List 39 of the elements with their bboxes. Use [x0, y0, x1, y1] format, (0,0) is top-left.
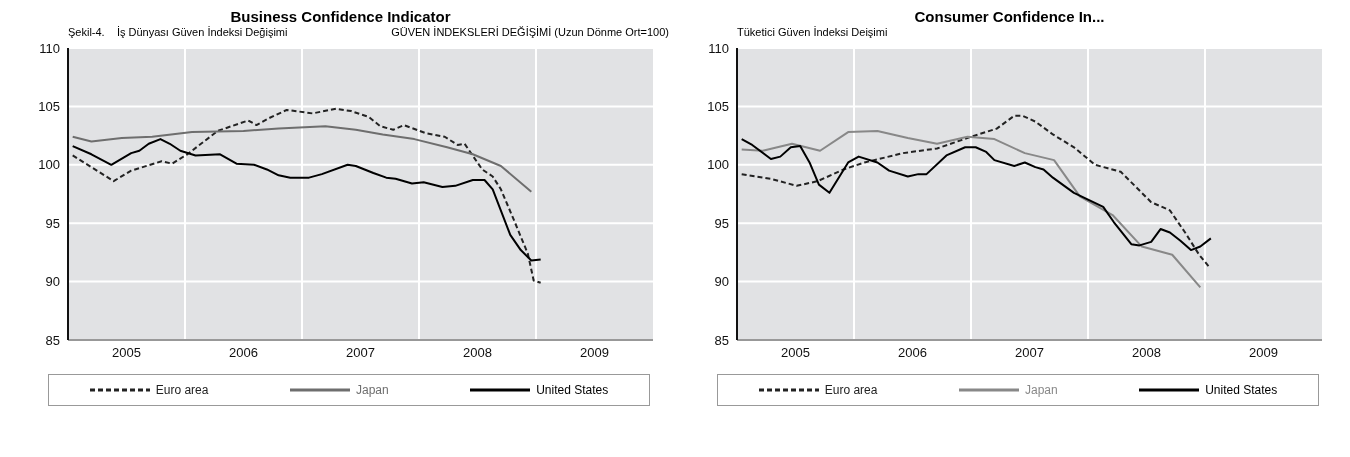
y-tick-label: 90 [45, 274, 60, 290]
line-series [740, 138, 1212, 252]
x-tick-label: 2007 [346, 345, 375, 361]
y-tick-label: 85 [714, 332, 729, 348]
legend-label: Japan [355, 383, 389, 397]
text: United States [536, 383, 609, 397]
y-tick-label: 100 [707, 157, 729, 173]
chart-title: Business Confidence Indicator [229, 8, 452, 26]
y-tick-label: 110 [708, 40, 729, 56]
text: GÜVEN İNDEKSLERİ DEĞİŞİMİ (Uzun Dönme Ort=100) [391, 26, 669, 40]
x-tick-label: 2009 [1249, 345, 1278, 361]
y-tick-label: 105 [38, 99, 60, 115]
y-tick-label: 95 [714, 215, 729, 231]
x-tick-label: 2007 [1015, 345, 1044, 361]
y-tick-label: 110 [39, 40, 60, 56]
x-tick-label: 2006 [229, 345, 258, 361]
y-tick-label: 95 [45, 215, 60, 231]
x-tick-label: 2008 [1132, 345, 1161, 361]
chart-subtitle: Tüketici Güven İndeksi Deişimi [737, 26, 888, 40]
line-series [740, 129, 1202, 289]
legend-label: United States [1205, 383, 1278, 397]
legend-label: Euro area [824, 383, 878, 397]
x-tick-label: 2006 [898, 345, 927, 361]
x-tick-label: 2008 [463, 345, 492, 361]
x-tick-label: 2005 [112, 345, 141, 361]
legend-label: Japan [1024, 383, 1058, 397]
y-tick-label: 90 [714, 274, 729, 290]
legend-label: Euro area [155, 383, 209, 397]
line-series [71, 138, 542, 262]
x-tick-label: 2009 [580, 345, 609, 361]
chart-title: Consumer Confidence In... [913, 8, 1106, 26]
y-tick-label: 100 [38, 157, 60, 173]
chart-subtitle: Şekil-4. İş Dünyası Güven İndeksi Değişimi [68, 26, 288, 40]
line-series [71, 125, 533, 193]
line-series [740, 114, 1211, 269]
line-series [71, 107, 542, 284]
y-tick-label: 105 [707, 99, 729, 115]
x-tick-label: 2005 [781, 345, 810, 361]
y-tick-label: 85 [45, 332, 60, 348]
